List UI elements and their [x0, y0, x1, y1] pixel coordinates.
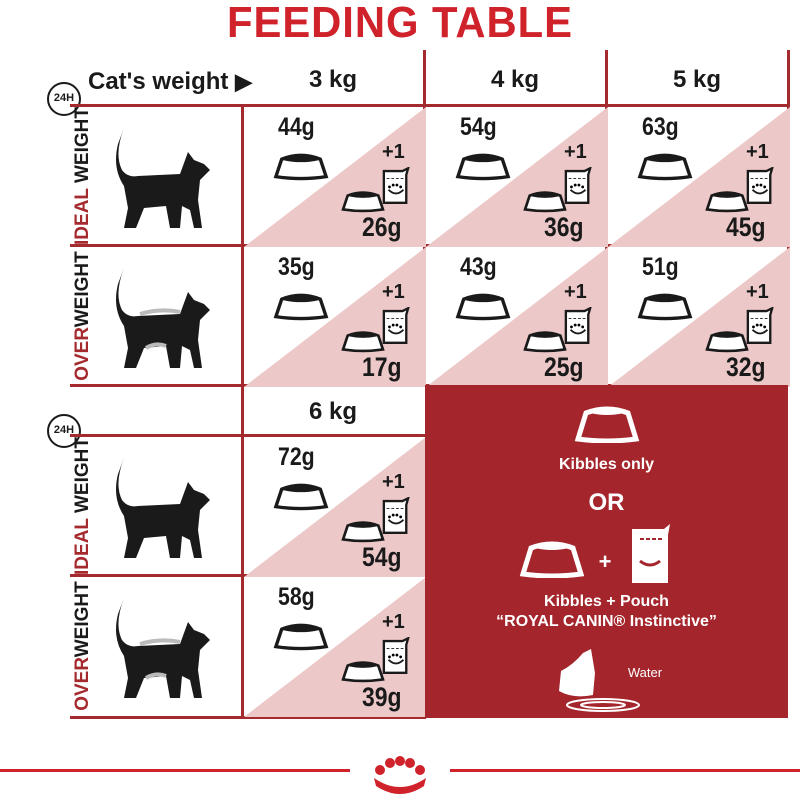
feeding-cell: 51g +1 32g [608, 247, 790, 387]
cats-weight-label: Cat's weight ▶ [88, 68, 252, 95]
bowl-icon [340, 189, 386, 213]
cat-silhouette-icon [110, 454, 220, 564]
pouch-icon [382, 637, 410, 675]
weight-6kg: 6 kg [308, 398, 358, 425]
pouch-count: +1 [382, 611, 405, 633]
kibbles-only-amount: 58g [278, 583, 315, 611]
kibbles-only-amount: 43g [460, 253, 497, 281]
kibbles-with-pouch-amount: 32g [726, 352, 766, 382]
pouch-count: +1 [382, 471, 405, 493]
ideal-weight-label: IDEAL WEIGHT [72, 437, 93, 575]
bowl-icon [704, 329, 750, 353]
kibbles-bowl-icon [574, 406, 640, 443]
over-weight-label: OVERWEIGHT [72, 581, 93, 711]
bowl-icon [636, 151, 694, 181]
bowl-icon [340, 659, 386, 683]
kibbles-bowl-icon [519, 541, 585, 578]
pouch-icon [382, 167, 410, 205]
kibbles-only-amount: 72g [278, 443, 315, 471]
feeding-cell: 35g +1 17g [244, 247, 426, 387]
kibbles-with-pouch-amount: 36g [544, 212, 584, 242]
ideal-weight-label: IDEAL WEIGHT [72, 107, 93, 245]
bowl-icon [454, 291, 512, 321]
cat-silhouette-icon [110, 124, 220, 234]
kibbles-only-amount: 63g [642, 113, 679, 141]
pouch-count: +1 [746, 141, 769, 163]
pouch-count: +1 [564, 141, 587, 163]
feeding-cell: 43g +1 25g [426, 247, 608, 387]
bowl-icon [704, 189, 750, 213]
kibbles-only-amount: 35g [278, 253, 315, 281]
bowl-icon [272, 291, 330, 321]
arrow-right-icon: ▶ [235, 69, 252, 94]
royal-canin-logo [350, 748, 450, 800]
pouch-count: +1 [746, 281, 769, 303]
water-bowl-icon [559, 649, 640, 712]
kibbles-with-pouch-amount: 25g [544, 352, 584, 382]
cat-silhouette-icon [110, 264, 220, 374]
over-weight-label: OVERWEIGHT [72, 251, 93, 381]
pouch-count: +1 [382, 281, 405, 303]
bowl-icon [340, 329, 386, 353]
page-title: FEEDING TABLE [227, 0, 573, 47]
kibbles-with-pouch-amount: 45g [726, 212, 766, 242]
weight-5kg: 5 kg [672, 66, 722, 93]
legend-panel: Kibbles only OR + Kibbles + Pouch “ROYAL… [425, 385, 788, 718]
kibbles-only-label: Kibbles only [558, 456, 655, 473]
weight-3kg: 3 kg [308, 66, 358, 93]
bowl-icon [340, 519, 386, 543]
pouch-icon [564, 307, 592, 345]
or-label: OR [588, 489, 625, 516]
bowl-icon [636, 291, 694, 321]
24h-clock-icon: 24H [47, 82, 81, 116]
pouch-icon [746, 167, 774, 205]
bowl-icon [272, 151, 330, 181]
kibbles-with-pouch-amount: 26g [362, 212, 402, 242]
kibbles-with-pouch-amount: 17g [362, 352, 402, 382]
feeding-cell: 54g +1 36g [426, 107, 608, 247]
pouch-icon [746, 307, 774, 345]
pouch-icon [382, 497, 410, 535]
bowl-icon [522, 329, 568, 353]
feeding-cell: 63g +1 45g [608, 107, 790, 247]
pouch-count: +1 [564, 281, 587, 303]
feeding-cell: 44g +1 26g [244, 107, 426, 247]
kibbles-pouch-label: Kibbles + Pouch [544, 593, 669, 610]
plus-label: + [598, 549, 612, 574]
pouch-icon [632, 524, 670, 583]
bowl-icon [454, 151, 512, 181]
bowl-icon [522, 189, 568, 213]
product-label: “ROYAL CANIN® Instinctive” [496, 613, 717, 630]
feeding-cell: 58g +1 39g [244, 577, 426, 717]
pouch-count: +1 [382, 141, 405, 163]
kibbles-only-amount: 51g [642, 253, 679, 281]
kibbles-only-amount: 44g [278, 113, 315, 141]
feeding-cell: 72g +1 54g [244, 437, 426, 577]
kibbles-with-pouch-amount: 54g [362, 542, 402, 572]
bowl-icon [272, 621, 330, 651]
weight-4kg: 4 kg [490, 66, 540, 93]
bowl-icon [272, 481, 330, 511]
kibbles-only-amount: 54g [460, 113, 497, 141]
pouch-icon [564, 167, 592, 205]
pouch-icon [382, 307, 410, 345]
water-label: Water [627, 665, 663, 680]
kibbles-with-pouch-amount: 39g [362, 682, 402, 712]
24h-clock-icon: 24H [47, 414, 81, 448]
cat-silhouette-icon [110, 594, 220, 704]
